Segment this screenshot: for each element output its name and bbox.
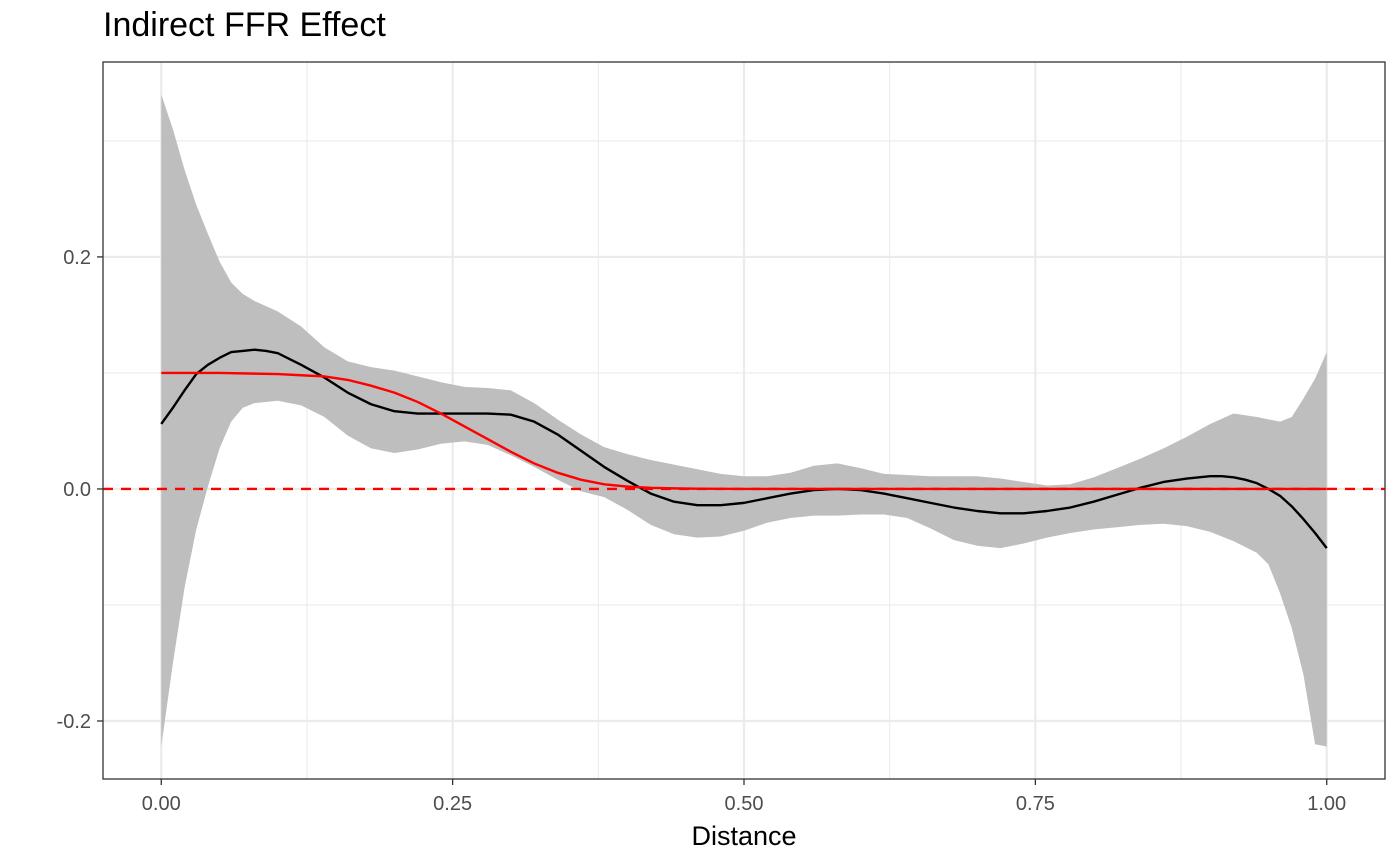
x-axis-title: Distance xyxy=(691,821,796,851)
x-tick-label: 0.00 xyxy=(142,793,181,815)
confidence-ribbon xyxy=(161,94,1327,747)
estimate-line xyxy=(160,348,1328,549)
ribbon-layer xyxy=(161,94,1327,747)
x-tick-label: 1.00 xyxy=(1307,793,1346,815)
axis-layer: 0.00 0.25 0.50 0.75 1.00 -0.2 0.0 0.2 xyxy=(57,247,1347,815)
x-tick-label: 0.75 xyxy=(1016,793,1055,815)
x-tick-label: 0.25 xyxy=(433,793,472,815)
y-tick-label: 0.2 xyxy=(63,247,91,269)
line-layer xyxy=(103,348,1385,549)
x-tick-label: 0.50 xyxy=(725,793,764,815)
chart-title: Indirect FFR Effect xyxy=(103,6,386,44)
y-tick-label: -0.2 xyxy=(57,711,91,733)
y-tick-label: 0.0 xyxy=(63,479,91,501)
